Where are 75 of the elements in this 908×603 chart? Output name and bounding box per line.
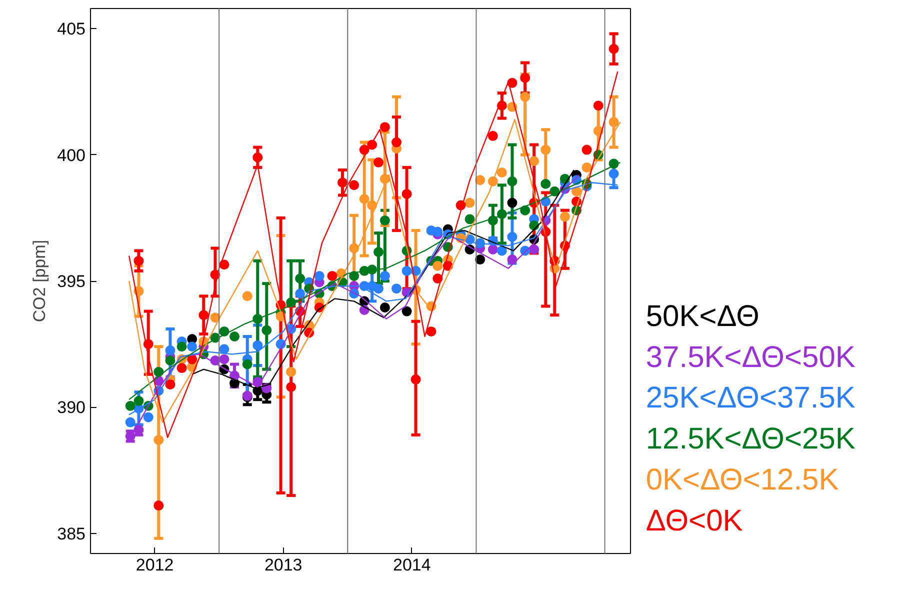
point [608, 168, 619, 179]
point [464, 198, 475, 208]
point [432, 260, 443, 271]
point [380, 302, 390, 312]
text: 0K<ΔΘ<12.5K [646, 463, 839, 496]
point [402, 188, 412, 199]
point [198, 310, 209, 320]
point [374, 157, 384, 168]
point [349, 180, 360, 190]
point [252, 340, 263, 350]
point [402, 306, 412, 316]
text: 25K<ΔΘ<37.5K [646, 382, 856, 415]
point [374, 246, 384, 257]
y-tick-label: 390 [57, 398, 86, 418]
point [488, 130, 498, 141]
point [219, 354, 230, 364]
point [165, 345, 176, 356]
point [165, 379, 176, 390]
point [529, 156, 540, 166]
point [402, 266, 412, 276]
x-tick-label: 2013 [264, 556, 302, 574]
point [464, 214, 475, 224]
x-tick-label: 2014 [393, 556, 431, 574]
point [230, 332, 240, 342]
y-tick-label: 385 [57, 524, 86, 544]
point [143, 412, 154, 422]
point [507, 232, 518, 242]
point [154, 500, 164, 511]
point [327, 270, 338, 281]
point [154, 434, 164, 445]
point [125, 400, 136, 411]
point [582, 162, 592, 172]
point [608, 117, 619, 128]
y-tick-label: 405 [57, 20, 86, 39]
point [608, 44, 619, 54]
point [176, 342, 187, 352]
point [176, 363, 187, 374]
text: 37.5K<ΔΘ<50K [646, 340, 856, 374]
point [392, 284, 402, 294]
y-axis-title: CO2 [ppm] [30, 240, 50, 322]
point [488, 244, 498, 254]
point [359, 194, 370, 204]
point [410, 374, 421, 384]
point [252, 152, 263, 162]
point [475, 175, 486, 186]
text: 12.5K<ΔΘ<25K [646, 422, 856, 456]
point [295, 273, 306, 284]
point [540, 144, 551, 155]
x-tick-label: 2012 [136, 556, 174, 574]
point [475, 254, 486, 265]
point [392, 137, 402, 148]
point [125, 417, 136, 428]
point [187, 342, 198, 352]
point [134, 396, 144, 406]
point [496, 168, 507, 178]
point [582, 144, 592, 155]
point [242, 291, 252, 302]
point [560, 212, 570, 222]
point [219, 344, 230, 354]
point [507, 198, 518, 208]
point [432, 226, 443, 237]
point [338, 178, 348, 188]
point [314, 270, 324, 281]
point [242, 359, 252, 370]
point [496, 246, 507, 256]
point [426, 326, 436, 336]
point [507, 176, 518, 186]
point [165, 355, 176, 366]
point [262, 325, 272, 336]
text: ΔΘ<0K [646, 504, 743, 538]
y-tick-label: 400 [57, 146, 86, 165]
point [286, 382, 296, 392]
y-tick-label: 395 [57, 272, 86, 291]
text: 50K<ΔΘ [646, 300, 760, 333]
point [286, 366, 296, 377]
